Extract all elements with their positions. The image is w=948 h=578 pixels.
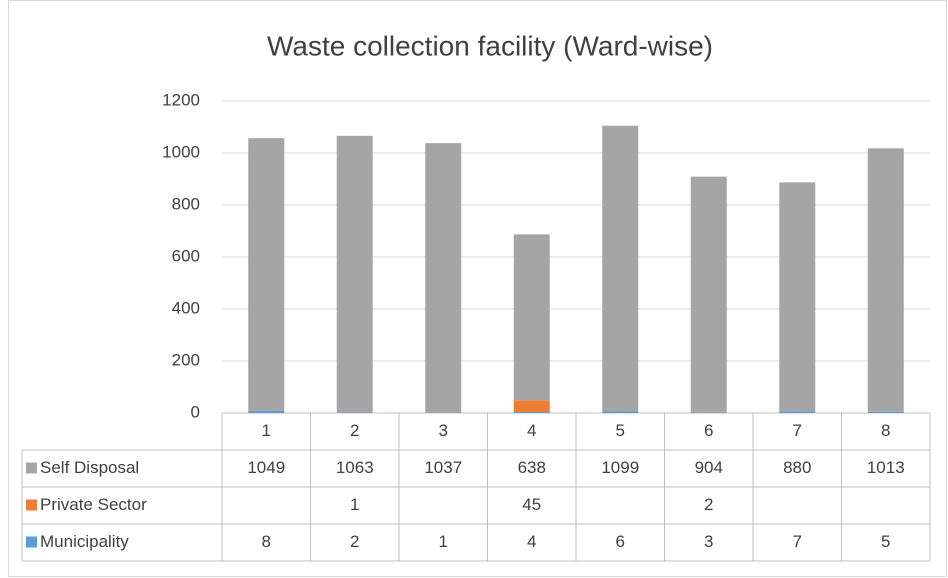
y-tick-label: 0	[191, 402, 200, 421]
bar-segment	[248, 410, 285, 413]
x-tick-label: 2	[350, 421, 359, 440]
table-value: 7	[793, 532, 802, 551]
x-tick-label: 1	[262, 421, 271, 440]
bar-segment	[690, 412, 727, 413]
table-value: 1	[439, 532, 448, 551]
y-tick-label: 1200	[162, 90, 200, 109]
y-tick-label: 200	[172, 350, 200, 369]
table-value: 904	[695, 458, 723, 477]
bar-segment	[690, 176, 727, 412]
x-tick-label: 5	[616, 421, 625, 440]
legend-label: Private Sector	[40, 495, 147, 514]
bar-segment	[602, 411, 639, 413]
bar-segment	[513, 400, 550, 412]
legend-swatch	[26, 462, 37, 474]
table-value: 5	[881, 532, 890, 551]
x-tick-label: 6	[704, 421, 713, 440]
y-tick-label: 800	[172, 194, 200, 213]
y-tick-label: 600	[172, 246, 200, 265]
table-value: 2	[350, 532, 359, 551]
table-value: 1013	[867, 458, 905, 477]
table-value: 1099	[601, 458, 639, 477]
y-tick-label: 400	[172, 298, 200, 317]
table-value: 638	[518, 458, 546, 477]
table-value: 1	[350, 495, 359, 514]
legend-label: Self Disposal	[40, 458, 139, 477]
table-value: 6	[616, 532, 625, 551]
bar-segment	[779, 411, 816, 413]
y-tick-label: 1000	[162, 142, 200, 161]
legend-label: Municipality	[40, 532, 129, 551]
table-value: 4	[527, 532, 536, 551]
bar-segment	[513, 234, 550, 401]
bar-segment	[779, 182, 816, 412]
bar-segment	[690, 411, 727, 413]
table-value: 1049	[247, 458, 285, 477]
bar-segment	[867, 411, 904, 413]
legend-swatch	[26, 536, 37, 548]
chart-border	[8, 0, 947, 577]
bar-segment	[513, 411, 550, 413]
x-tick-label: 8	[881, 421, 890, 440]
bar-segment	[602, 125, 639, 412]
bar-segment	[425, 143, 462, 413]
legend-swatch	[26, 499, 37, 511]
bar-segment	[336, 135, 373, 413]
table-value: 3	[704, 532, 713, 551]
table-value: 2	[704, 495, 713, 514]
table-value: 1063	[336, 458, 374, 477]
bar-segment	[248, 138, 285, 411]
table-value: 45	[522, 495, 541, 514]
bar-segment	[867, 148, 904, 412]
bar-segment	[336, 412, 373, 413]
table-value: 8	[262, 532, 271, 551]
x-tick-label: 4	[527, 421, 536, 440]
chart-title: Waste collection facility (Ward-wise)	[267, 30, 713, 61]
x-tick-label: 3	[439, 421, 448, 440]
table-value: 1037	[424, 458, 462, 477]
x-tick-label: 7	[793, 421, 802, 440]
table-value: 880	[783, 458, 811, 477]
